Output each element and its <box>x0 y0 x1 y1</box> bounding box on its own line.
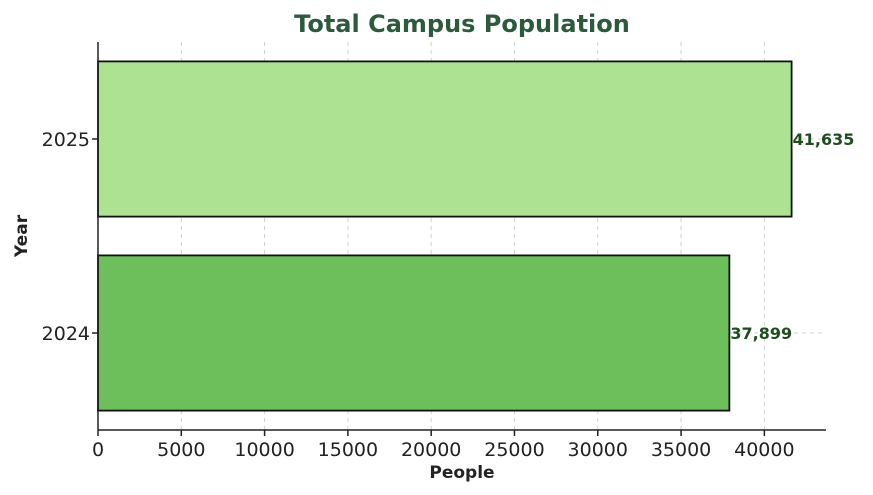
x-tick-label: 30000 <box>568 439 628 461</box>
x-ticks: 0 5000 10000 15000 20000 25000 30000 35000 40000 <box>92 430 795 461</box>
x-tick-label: 40000 <box>734 439 794 461</box>
y-tick-label: 2024 <box>42 323 90 345</box>
x-tick-label: 5000 <box>157 439 205 461</box>
bar-2025 <box>97 60 793 218</box>
y-axis-label: Year <box>12 214 32 258</box>
bar-2024 <box>97 254 731 412</box>
x-tick-label: 15000 <box>318 439 378 461</box>
x-axis-label: People <box>429 463 494 483</box>
y-tick-label: 2025 <box>42 129 90 151</box>
x-tick-label: 35000 <box>651 439 711 461</box>
x-tick-label: 20000 <box>401 439 461 461</box>
axes <box>97 42 826 431</box>
data-label-2024: 37,899 <box>730 324 792 343</box>
chart-title: Total Campus Population <box>294 10 630 38</box>
data-label-2025: 41,635 <box>793 130 855 149</box>
y-ticks: 2024 2025 <box>42 129 98 345</box>
x-tick-label: 0 <box>92 439 104 461</box>
x-tick-label: 10000 <box>234 439 294 461</box>
bars <box>97 60 793 412</box>
x-tick-label: 25000 <box>484 439 544 461</box>
data-labels: 37,899 41,635 <box>730 130 854 343</box>
